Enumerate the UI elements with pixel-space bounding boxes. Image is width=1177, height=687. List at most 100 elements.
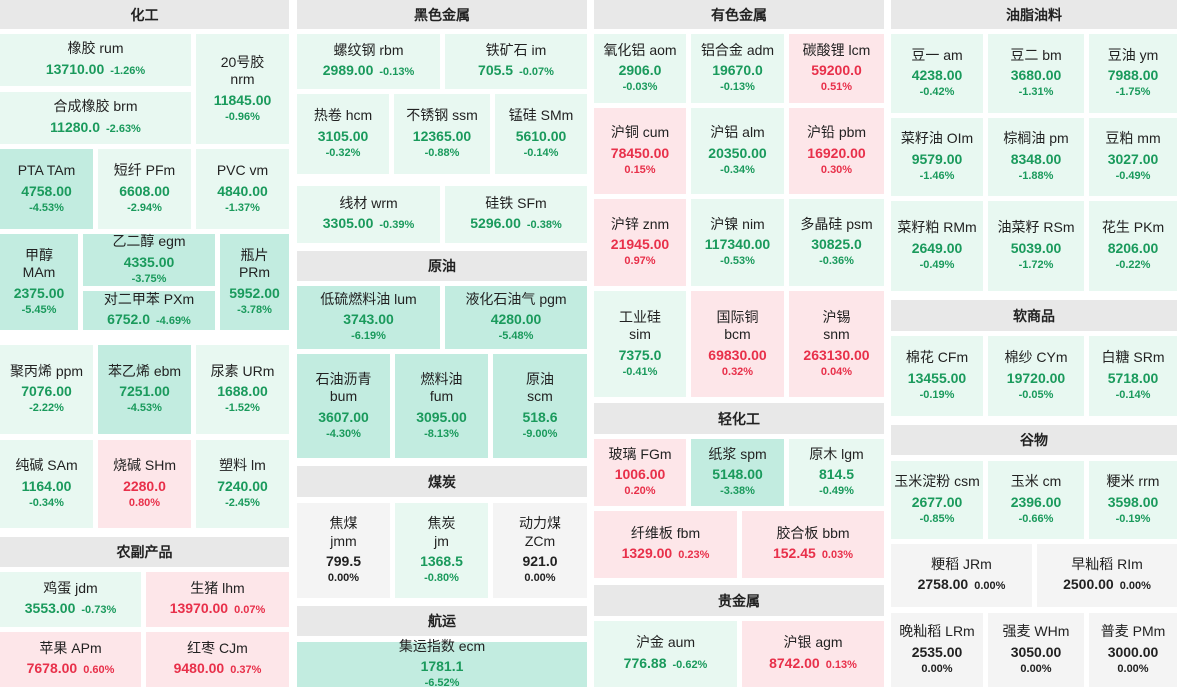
section-header: 轻化工 — [594, 403, 884, 434]
contract-tile-pbm[interactable]: 沪铅 pbm 16920.00 0.30% — [789, 108, 884, 194]
contract-tile-lhm[interactable]: 生猪 lhm 13970.00 0.07% — [146, 572, 289, 627]
contract-tile-srm[interactable]: 白糖 SRm 5718.00 -0.14% — [1089, 336, 1177, 416]
contract-price: 1164.00 — [21, 477, 72, 494]
contract-change: -4.53% — [29, 201, 64, 214]
contract-tile-ecm[interactable]: 集运指数 ecm 1781.1 -6.52% — [297, 638, 587, 687]
contract-tile-nim[interactable]: 沪镍 nim 117340.00 -0.53% — [691, 199, 784, 286]
contract-tile-znm[interactable]: 沪锌 znm 21945.00 0.97% — [594, 199, 686, 286]
contract-tile-pxm[interactable]: 对二甲苯 PXm 6752.0 -4.69% — [83, 291, 215, 330]
contract-tile-aom[interactable]: 氧化铝 aom 2906.0 -0.03% — [594, 34, 686, 103]
contract-price: 3027.00 — [1107, 150, 1159, 167]
contract-tile-rbm[interactable]: 螺纹钢 rbm 2989.00 -0.13% — [297, 34, 440, 89]
contract-name: 强麦 WHm — [1002, 623, 1070, 640]
contract-tile-csm[interactable]: 玉米淀粉 csm 2677.00 -0.85% — [891, 461, 983, 539]
contract-tile-nrm[interactable]: 20号胶 nrm 11845.00 -0.96% — [196, 34, 289, 144]
contract-tile-im[interactable]: 铁矿石 im 705.5 -0.07% — [445, 34, 587, 89]
contract-tile-sim[interactable]: 工业硅 sim 7375.0 -0.41% — [594, 291, 686, 397]
contract-tile-agm[interactable]: 沪银 agm 8742.00 0.13% — [742, 621, 884, 687]
contract-tile-lgm[interactable]: 原木 lgm 814.5 -0.49% — [789, 439, 884, 506]
contract-change: -4.53% — [127, 402, 162, 415]
contract-tile-jm[interactable]: 焦炭 jm 1368.5 -0.80% — [395, 503, 488, 598]
contract-tile-tam[interactable]: PTA TAm 4758.00 -4.53% — [0, 149, 93, 229]
contract-tile-pfm[interactable]: 短纤 PFm 6608.00 -2.94% — [98, 149, 191, 229]
contract-tile-prm[interactable]: 瓶片 PRm 5952.00 -3.78% — [220, 234, 289, 330]
contract-tile-rim[interactable]: 早籼稻 RIm 2500.00 0.00% — [1037, 544, 1177, 607]
contract-tile-lm[interactable]: 塑料 lm 7240.00 -2.45% — [196, 440, 289, 528]
contract-tile-ssm[interactable]: 不锈钢 ssm 12365.00 -0.88% — [394, 94, 490, 174]
contract-tile-psm[interactable]: 多晶硅 psm 30825.0 -0.36% — [789, 199, 884, 286]
contract-tile-pm[interactable]: 棕榈油 pm 8348.00 -1.88% — [988, 118, 1084, 196]
contract-tile-ym[interactable]: 豆油 ym 7988.00 -1.75% — [1089, 34, 1177, 113]
contract-tile-pmm[interactable]: 普麦 PMm 3000.00 0.00% — [1089, 613, 1177, 687]
contract-change: 0.80% — [128, 496, 161, 509]
contract-tile-alm[interactable]: 沪铝 alm 20350.00 -0.34% — [691, 108, 784, 194]
contract-price: 2375.00 — [13, 284, 65, 301]
contract-tile-fbm[interactable]: 纤维板 fbm 1329.00 0.23% — [594, 511, 737, 578]
contract-tile-lrm[interactable]: 晚籼稻 LRm 2535.00 0.00% — [891, 613, 983, 687]
contract-tile-rum[interactable]: 橡胶 rum 13710.00 -1.26% — [0, 34, 191, 86]
contract-tile-cm[interactable]: 玉米 cm 2396.00 -0.66% — [988, 461, 1084, 539]
section-header: 谷物 — [891, 425, 1177, 455]
contract-tile-lum[interactable]: 低硫燃料油 lum 3743.00 -6.19% — [297, 286, 440, 349]
contract-tile-cum[interactable]: 沪铜 cum 78450.00 0.15% — [594, 108, 686, 194]
contract-tile-brm[interactable]: 合成橡胶 brm 11280.0 -2.63% — [0, 92, 191, 144]
contract-tile-rmm[interactable]: 菜籽粕 RMm 2649.00 -0.49% — [891, 201, 983, 291]
contract-change: 0.00% — [1020, 662, 1052, 675]
contract-price: 3105.00 — [317, 127, 369, 144]
contract-tile-whm[interactable]: 强麦 WHm 3050.00 0.00% — [988, 613, 1084, 687]
contract-change: -0.22% — [1115, 258, 1151, 271]
contract-tile-rrm[interactable]: 粳米 rrm 3598.00 -0.19% — [1089, 461, 1177, 539]
contract-change: -6.52% — [424, 677, 460, 687]
contract-tile-fgm[interactable]: 玻璃 FGm 1006.00 0.20% — [594, 439, 686, 506]
contract-price: 7375.0 — [618, 346, 662, 363]
contract-price: 799.5 — [325, 553, 362, 570]
contract-tile-fum[interactable]: 燃料油 fum 3095.00 -8.13% — [395, 354, 488, 458]
contract-price: 19720.00 — [1006, 369, 1066, 386]
contract-price: 5718.00 — [1107, 369, 1159, 386]
contract-tile-bcm[interactable]: 国际铜 bcm 69830.00 0.32% — [691, 291, 784, 397]
contract-change: -0.19% — [919, 388, 955, 401]
contract-tile-vm[interactable]: PVC vm 4840.00 -1.37% — [196, 149, 289, 229]
contract-tile-jmm[interactable]: 焦煤 jmm 799.5 0.00% — [297, 503, 390, 598]
contract-tile-bum[interactable]: 石油沥青 bum 3607.00 -4.30% — [297, 354, 390, 458]
contract-tile-shm[interactable]: 烧碱 SHm 2280.0 0.80% — [98, 440, 191, 528]
contract-tile-sfm[interactable]: 硅铁 SFm 5296.00 -0.38% — [445, 186, 587, 243]
contract-tile-cjm[interactable]: 红枣 CJm 9480.00 0.37% — [146, 632, 289, 687]
contract-tile-cfm[interactable]: 棉花 CFm 13455.00 -0.19% — [891, 336, 983, 416]
contract-name: 国际铜 bcm — [716, 308, 759, 343]
contract-tile-zcm[interactable]: 动力煤 ZCm 921.0 0.00% — [493, 503, 587, 598]
contract-tile-hcm[interactable]: 热卷 hcm 3105.00 -0.32% — [297, 94, 389, 174]
contract-tile-bm[interactable]: 豆二 bm 3680.00 -1.31% — [988, 34, 1084, 113]
contract-tile-mm[interactable]: 豆粕 mm 3027.00 -0.49% — [1089, 118, 1177, 196]
contract-tile-bbm[interactable]: 胶合板 bbm 152.45 0.03% — [742, 511, 884, 578]
contract-tile-am[interactable]: 豆一 am 4238.00 -0.42% — [891, 34, 983, 113]
contract-tile-snm[interactable]: 沪锡 snm 263130.00 0.04% — [789, 291, 884, 397]
contract-tile-pgm[interactable]: 液化石油气 pgm 4280.00 -5.48% — [445, 286, 587, 349]
contract-tile-scm[interactable]: 原油 scm 518.6 -9.00% — [493, 354, 587, 458]
contract-change: -0.80% — [424, 572, 459, 585]
contract-tile-oim[interactable]: 菜籽油 OIm 9579.00 -1.46% — [891, 118, 983, 196]
contract-tile-lcm[interactable]: 碳酸锂 lcm 59200.0 0.51% — [789, 34, 884, 103]
contract-change: -1.52% — [225, 402, 260, 415]
contract-tile-ebm[interactable]: 苯乙烯 ebm 7251.00 -4.53% — [98, 345, 191, 434]
contract-tile-adm[interactable]: 铝合金 adm 19670.0 -0.13% — [691, 34, 784, 103]
contract-tile-mam[interactable]: 甲醇 MAm 2375.00 -5.45% — [0, 234, 78, 330]
contract-tile-jdm[interactable]: 鸡蛋 jdm 3553.00 -0.73% — [0, 572, 141, 627]
contract-tile-aum[interactable]: 沪金 aum 776.88 -0.62% — [594, 621, 737, 687]
contract-tile-sam[interactable]: 纯碱 SAm 1164.00 -0.34% — [0, 440, 93, 528]
contract-tile-ppm[interactable]: 聚丙烯 ppm 7076.00 -2.22% — [0, 345, 93, 434]
contract-tile-smm[interactable]: 锰硅 SMm 5610.00 -0.14% — [495, 94, 587, 174]
contract-tile-cym[interactable]: 棉纱 CYm 19720.00 -0.05% — [988, 336, 1084, 416]
contract-tile-jrm[interactable]: 粳稻 JRm 2758.00 0.00% — [891, 544, 1032, 607]
contract-change: -0.03% — [622, 81, 658, 94]
contract-tile-egm[interactable]: 乙二醇 egm 4335.00 -3.75% — [83, 233, 215, 286]
contract-tile-urm[interactable]: 尿素 URm 1688.00 -1.52% — [196, 345, 289, 434]
contract-change: -9.00% — [522, 427, 558, 440]
contract-tile-apm[interactable]: 苹果 APm 7678.00 0.60% — [0, 632, 141, 687]
contract-name: 棉纱 CYm — [1004, 349, 1068, 366]
contract-tile-wrm[interactable]: 线材 wrm 3305.00 -0.39% — [297, 186, 440, 243]
contract-price: 776.88 — [623, 654, 667, 671]
contract-tile-pkm[interactable]: 花生 PKm 8206.00 -0.22% — [1089, 201, 1177, 291]
contract-tile-rsm[interactable]: 油菜籽 RSm 5039.00 -1.72% — [988, 201, 1084, 291]
contract-tile-spm[interactable]: 纸浆 spm 5148.00 -3.38% — [691, 439, 784, 506]
